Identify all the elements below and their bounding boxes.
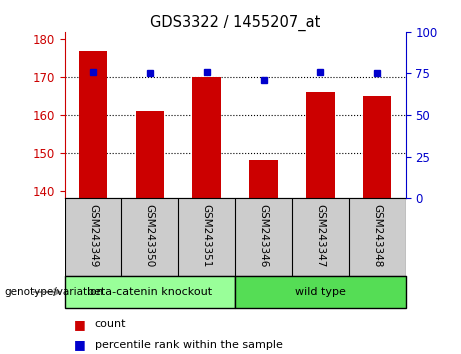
- Bar: [235, 276, 406, 308]
- Title: GDS3322 / 1455207_at: GDS3322 / 1455207_at: [150, 14, 320, 30]
- Text: beta-catenin knockout: beta-catenin knockout: [87, 287, 213, 297]
- Bar: [65, 276, 235, 308]
- Text: wild type: wild type: [295, 287, 346, 297]
- Bar: [363, 96, 391, 198]
- Bar: [193, 77, 221, 198]
- Text: GSM243350: GSM243350: [145, 205, 155, 268]
- Text: GSM243346: GSM243346: [259, 205, 269, 268]
- Bar: [79, 51, 107, 198]
- Text: GSM243349: GSM243349: [88, 205, 98, 268]
- Text: count: count: [95, 319, 126, 329]
- Text: GSM243351: GSM243351: [201, 205, 212, 268]
- Text: GSM243347: GSM243347: [315, 205, 325, 268]
- Text: ■: ■: [74, 318, 85, 331]
- Bar: [306, 92, 335, 198]
- Text: genotype/variation: genotype/variation: [5, 287, 104, 297]
- Text: ■: ■: [74, 338, 85, 351]
- Text: GSM243348: GSM243348: [372, 205, 382, 268]
- Text: percentile rank within the sample: percentile rank within the sample: [95, 340, 283, 350]
- Bar: [136, 111, 164, 198]
- Bar: [249, 160, 278, 198]
